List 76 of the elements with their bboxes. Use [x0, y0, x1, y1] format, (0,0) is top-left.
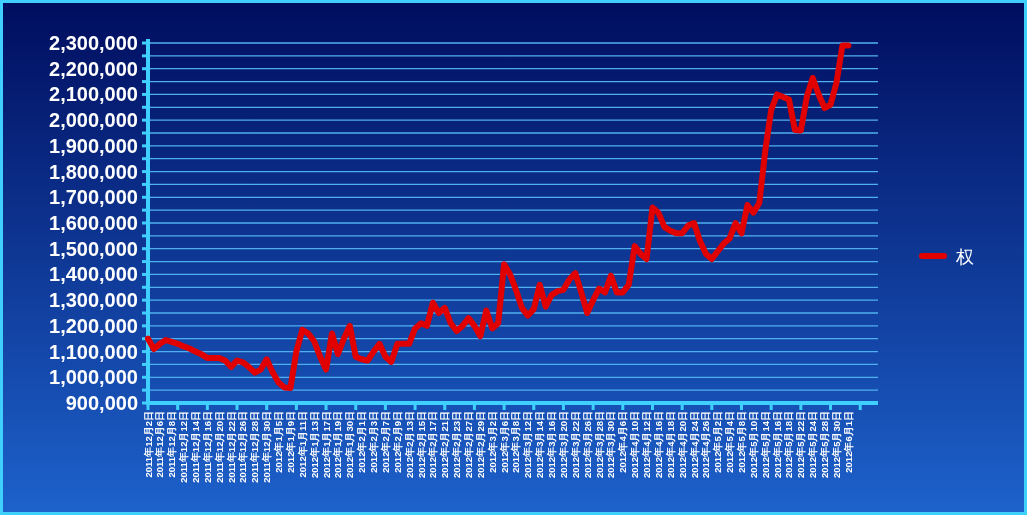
x-tick-label: 2012年3月14日	[534, 411, 546, 478]
x-tick-label: 2012年4月16日	[652, 411, 664, 478]
x-tick-label: 2012年3月2日	[486, 411, 498, 473]
x-tick-label: 2012年2月3日	[368, 411, 380, 473]
x-tick-label: 2012年5月4日	[724, 411, 736, 473]
x-tick-label: 2012年4月6日	[617, 411, 629, 473]
x-tick-label: 2012年5月24日	[807, 411, 819, 478]
y-tick-label: 1,800,000	[49, 160, 138, 183]
x-tick-label: 2012年4月10日	[629, 411, 641, 478]
x-tick-label: 2012年5月16日	[771, 411, 783, 478]
x-tick-label: 2012年3月26日	[581, 411, 593, 478]
x-tick-label: 2012年3月30日	[605, 411, 617, 478]
x-tick-label: 2012年1月9日	[284, 411, 296, 473]
y-tick-label: 1,000,000	[49, 366, 138, 389]
x-tick-label: 2012年2月15日	[415, 411, 427, 478]
x-tick-label: 2011年12月26日	[237, 411, 249, 483]
x-tick-label: 2012年5月14日	[759, 411, 771, 478]
y-tick-label: 1,200,000	[49, 314, 138, 337]
legend-label: 权	[955, 247, 974, 267]
y-tick-label: 2,300,000	[49, 32, 138, 54]
x-tick-label: 2012年2月9日	[391, 411, 403, 473]
x-tick-label: 2011年12月20日	[213, 411, 225, 483]
x-tick-label: 2012年4月26日	[700, 411, 712, 478]
x-tick-label: 2012年1月17日	[320, 411, 332, 478]
x-tick-label: 2012年2月1日	[356, 411, 368, 473]
x-tick-label: 2012年3月28日	[593, 411, 605, 478]
x-tick-label: 2011年12月22日	[225, 411, 237, 483]
x-tick-label: 2012年2月7日	[379, 411, 391, 473]
y-tick-label: 1,900,000	[49, 134, 138, 157]
y-tick-label: 1,400,000	[49, 263, 138, 286]
x-tick-label: 2012年1月5日	[273, 411, 285, 473]
x-tick-label: 2012年3月20日	[557, 411, 569, 478]
x-tick-label: 2012年4月24日	[688, 411, 700, 478]
y-tick-label: 900,000	[65, 392, 138, 414]
y-tick-label: 1,100,000	[49, 340, 138, 363]
x-tick-label: 2012年6月1日	[842, 411, 854, 473]
x-tick-label: 2012年1月13日	[308, 411, 320, 478]
x-tick-label: 2011年12月2日	[142, 411, 154, 478]
y-tick-label: 2,000,000	[49, 109, 138, 132]
x-tick-label: 2012年5月8日	[736, 411, 747, 473]
x-tick-label: 2012年5月10日	[747, 411, 759, 478]
y-tick-label: 2,100,000	[49, 83, 138, 106]
x-tick-label: 2012年5月2日	[712, 411, 724, 473]
x-tick-label: 2011年12月8日	[166, 411, 178, 478]
x-tick-label: 2012年2月29日	[474, 411, 486, 478]
x-tick-label: 2012年5月18日	[783, 411, 795, 478]
x-tick-label: 2012年2月21日	[439, 411, 451, 478]
x-tick-label: 2012年2月27日	[462, 411, 474, 478]
x-tick-label: 2011年12月28日	[249, 411, 261, 483]
x-tick-label: 2012年2月13日	[403, 411, 415, 478]
x-tick-label: 2012年5月28日	[819, 411, 831, 478]
y-tick-label: 1,700,000	[49, 186, 138, 209]
y-tick-label: 2,200,000	[49, 57, 138, 80]
x-tick-label: 2011年12月30日	[261, 411, 273, 483]
y-tick-label: 1,300,000	[49, 289, 138, 312]
x-tick-label: 2012年1月30日	[344, 411, 356, 478]
y-tick-label: 1,600,000	[49, 212, 138, 234]
x-tick-label: 2012年3月8日	[510, 411, 522, 473]
x-tick-label: 2012年1月19日	[332, 411, 344, 478]
x-tick-label: 2012年3月12日	[522, 411, 534, 478]
x-tick-label: 2011年12月16日	[201, 411, 213, 483]
x-tick-label: 2011年12月6日	[154, 411, 166, 478]
x-tick-label: 2012年1月11日	[296, 411, 308, 478]
y-tick-label: 1,500,000	[49, 237, 138, 260]
x-tick-label: 2012年4月20日	[676, 411, 688, 478]
x-tick-label: 2012年3月6日	[498, 411, 510, 473]
x-tick-label: 2012年2月17日	[427, 411, 439, 478]
x-tick-label: 2012年4月18日	[664, 411, 676, 478]
x-tick-label: 2012年2月23日	[451, 411, 463, 478]
x-tick-label: 2012年5月22日	[795, 411, 807, 478]
x-tick-label: 2012年5月30日	[830, 411, 842, 478]
x-tick-label: 2011年12月14日	[189, 411, 201, 483]
x-tick-label: 2012年4月12日	[641, 411, 653, 478]
x-tick-label: 2011年12月12日	[178, 411, 190, 483]
x-tick-label: 2012年3月22日	[569, 411, 581, 478]
x-tick-label: 2012年3月16日	[546, 411, 558, 478]
